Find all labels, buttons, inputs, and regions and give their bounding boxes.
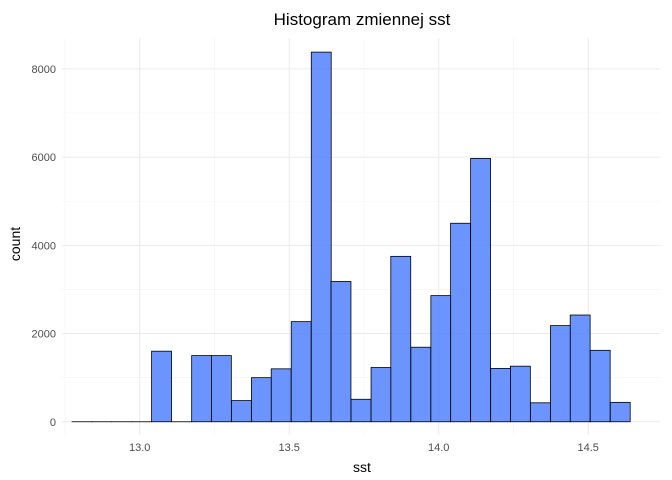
histogram-bar (450, 222, 471, 423)
histogram-bar (350, 398, 372, 423)
y-tick-label: 2000 (32, 329, 56, 341)
y-axis-title: count (7, 227, 23, 261)
y-tick-label: 8000 (32, 64, 56, 76)
histogram-bar (251, 377, 272, 423)
histogram-bar (410, 346, 432, 423)
histogram-bar (370, 367, 392, 423)
histogram-bar (290, 321, 312, 423)
histogram-bar (191, 355, 213, 423)
y-tick-label: 0 (50, 417, 56, 429)
histogram-bar (270, 368, 292, 423)
histogram-bar (589, 349, 611, 423)
x-tick-label: 14.5 (578, 442, 599, 454)
histogram-bar (470, 158, 491, 423)
x-tick-label: 14.0 (428, 442, 449, 454)
histogram-bar (330, 281, 352, 423)
histogram-bar (530, 402, 551, 423)
y-tick-label: 4000 (32, 240, 56, 252)
x-tick-label: 13.0 (129, 442, 150, 454)
x-axis-title: sst (353, 459, 371, 475)
histogram-bar (151, 350, 172, 423)
histogram-bar (231, 400, 252, 423)
bars (71, 51, 631, 423)
histogram-bar (310, 51, 332, 423)
histogram-bar (430, 295, 452, 423)
histogram-bar (550, 325, 571, 423)
y-axis-ticks: 0 2000 4000 6000 8000 (32, 64, 56, 429)
histogram-bar (609, 401, 631, 423)
histogram-bar (210, 355, 232, 423)
x-tick-label: 13.5 (279, 442, 300, 454)
histogram-bar (569, 314, 591, 423)
x-axis-ticks: 13.0 13.5 14.0 14.5 (129, 442, 599, 454)
y-tick-label: 6000 (32, 152, 56, 164)
histogram-bar (390, 255, 412, 423)
histogram-bar (509, 365, 531, 423)
histogram-bar (490, 367, 512, 423)
chart-title: Histogram zmiennej sst (274, 10, 451, 29)
